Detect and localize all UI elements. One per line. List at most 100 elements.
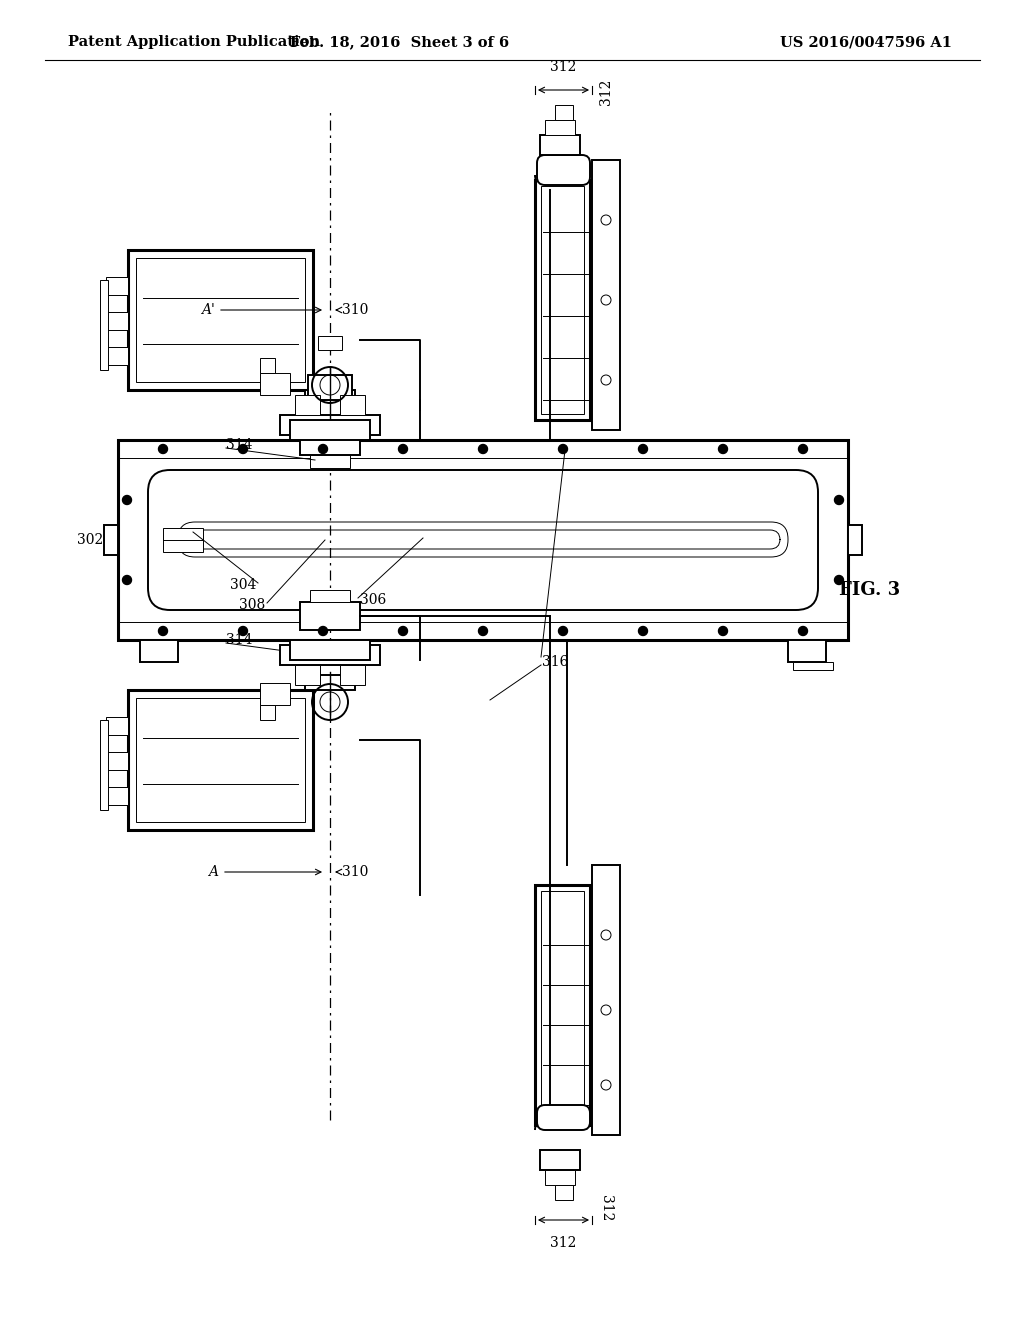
Bar [260, 705, 275, 719]
Bar [104, 525, 118, 554]
Bar [305, 389, 355, 408]
Bar [308, 375, 352, 400]
Bar [545, 1170, 575, 1185]
Bar [535, 180, 590, 420]
Circle shape [159, 627, 168, 635]
Text: 312: 312 [599, 1195, 613, 1221]
Circle shape [835, 495, 844, 504]
Bar [310, 590, 350, 602]
Text: US 2016/0047596 A1: US 2016/0047596 A1 [780, 36, 952, 49]
Bar [848, 525, 862, 554]
Text: 312: 312 [550, 59, 577, 74]
Circle shape [239, 445, 248, 454]
Bar [295, 665, 319, 685]
Bar [128, 249, 313, 389]
Bar [100, 719, 108, 810]
Circle shape [558, 627, 567, 635]
FancyBboxPatch shape [186, 531, 780, 549]
Text: A: A [208, 865, 218, 879]
Text: Feb. 18, 2016  Sheet 3 of 6: Feb. 18, 2016 Sheet 3 of 6 [291, 36, 510, 49]
Bar [136, 698, 305, 822]
Circle shape [719, 627, 727, 635]
Circle shape [398, 445, 408, 454]
Bar [163, 528, 203, 552]
Bar [136, 257, 305, 381]
Text: FIG. 3: FIG. 3 [840, 581, 900, 599]
Text: 302: 302 [77, 533, 103, 546]
Bar [340, 395, 365, 414]
Bar [592, 160, 620, 430]
Bar [290, 420, 370, 440]
Bar [541, 891, 584, 1119]
Bar [300, 602, 360, 630]
Text: 314: 314 [226, 438, 253, 451]
Bar [555, 106, 573, 120]
Circle shape [799, 627, 808, 635]
Circle shape [639, 445, 647, 454]
FancyBboxPatch shape [178, 521, 788, 557]
FancyBboxPatch shape [148, 470, 818, 610]
Bar [545, 120, 575, 135]
Bar [106, 717, 128, 735]
Bar [280, 414, 380, 436]
Bar [106, 347, 128, 366]
Bar [260, 682, 290, 705]
Bar [260, 374, 290, 395]
Bar [295, 395, 319, 414]
Text: 316: 316 [542, 655, 568, 669]
Bar [592, 865, 620, 1135]
Bar [340, 665, 365, 685]
Circle shape [478, 445, 487, 454]
Bar [106, 752, 128, 770]
Text: 312: 312 [599, 79, 613, 106]
Bar [541, 186, 584, 414]
Bar [788, 640, 826, 663]
FancyBboxPatch shape [537, 1105, 590, 1130]
Text: A': A' [201, 304, 215, 317]
Bar [312, 657, 348, 672]
Bar [318, 337, 342, 350]
Bar [300, 640, 360, 660]
Circle shape [318, 445, 328, 454]
Circle shape [835, 576, 844, 585]
Bar [310, 455, 350, 469]
Circle shape [719, 445, 727, 454]
Bar [106, 787, 128, 805]
Text: 306: 306 [360, 593, 386, 607]
Bar [300, 400, 360, 420]
Bar [100, 280, 108, 370]
Bar [793, 663, 833, 671]
Circle shape [558, 445, 567, 454]
Text: 304: 304 [229, 578, 256, 591]
Circle shape [639, 627, 647, 635]
Bar [555, 1185, 573, 1200]
Text: 312: 312 [550, 1236, 577, 1250]
Circle shape [478, 627, 487, 635]
Bar [290, 640, 370, 660]
Circle shape [318, 627, 328, 635]
Bar [312, 408, 348, 422]
Circle shape [398, 627, 408, 635]
Bar [308, 660, 352, 675]
Text: Patent Application Publication: Patent Application Publication [68, 36, 319, 49]
Circle shape [123, 576, 131, 585]
Text: 314: 314 [226, 634, 253, 647]
FancyBboxPatch shape [537, 154, 590, 185]
Bar [260, 358, 275, 374]
Circle shape [159, 445, 168, 454]
Bar [140, 640, 178, 663]
Bar [118, 440, 848, 640]
Bar [300, 425, 360, 455]
Text: 308: 308 [239, 598, 265, 612]
Bar [305, 672, 355, 690]
Circle shape [799, 445, 808, 454]
Bar [106, 312, 128, 330]
Bar [540, 1150, 580, 1170]
Bar [106, 277, 128, 294]
Text: 310: 310 [342, 304, 369, 317]
Bar [540, 135, 580, 154]
Bar [128, 690, 313, 830]
Circle shape [239, 627, 248, 635]
Bar [535, 884, 590, 1125]
Bar [280, 645, 380, 665]
